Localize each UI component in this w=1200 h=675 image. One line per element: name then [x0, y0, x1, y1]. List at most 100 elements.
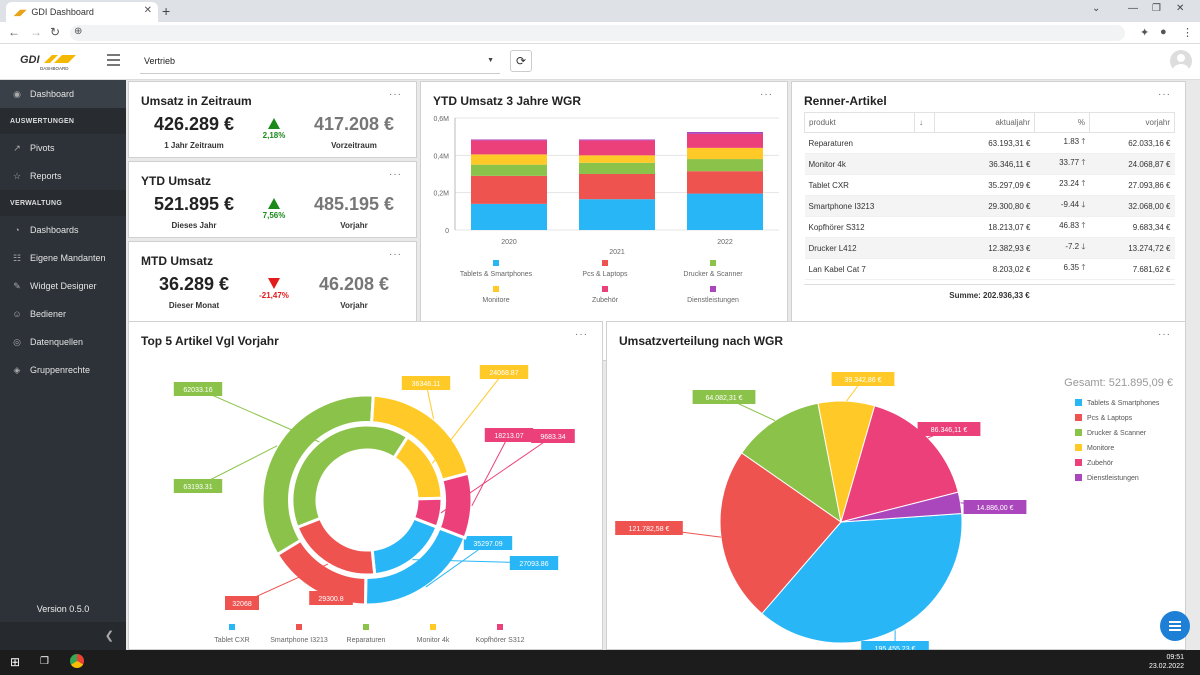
table-row[interactable]: Monitor 4k 36.346,11 €33.77 🡑 24.068,87 € [804, 153, 1175, 175]
new-tab-button[interactable]: + [162, 3, 171, 19]
legend-label[interactable]: Dienstleistungen [687, 297, 739, 304]
windows-start-icon[interactable]: ⊞ [10, 655, 21, 669]
bar-segment[interactable] [471, 139, 547, 141]
menu-toggle-icon[interactable] [107, 54, 120, 66]
legend-swatch[interactable] [229, 624, 235, 630]
table-row[interactable]: Drucker L412 12.382,93 € -7.2 🡓 13.274,72 € [804, 237, 1175, 259]
bar-segment[interactable] [579, 155, 655, 163]
maximize-icon[interactable]: ❐ [1152, 3, 1161, 14]
legend-swatch[interactable] [296, 624, 302, 630]
table-row[interactable]: Tablet CXR 35.297,09 €23.24 🡑 27.093,86 € [804, 174, 1175, 196]
legend-label[interactable]: Tablet CXR [214, 637, 249, 644]
reload-icon[interactable]: ↻ [50, 25, 61, 39]
legend-swatch[interactable] [363, 624, 369, 630]
bar-segment[interactable] [579, 162, 655, 174]
legend-label[interactable]: Drucker & Scanner [683, 271, 743, 278]
profile-icon[interactable]: ● [1160, 26, 1167, 38]
tab-search-icon[interactable]: ⌄ [1092, 3, 1101, 14]
close-window-icon[interactable]: ✕ [1176, 3, 1185, 14]
url-field[interactable]: ⊕ [70, 25, 1125, 41]
menu-icon[interactable]: ⋮ [1182, 27, 1193, 39]
legend-swatch[interactable] [1075, 459, 1082, 466]
sidebar-item-reports[interactable]: ☆ Reports [0, 162, 126, 190]
more-options-icon[interactable]: ··· [389, 169, 402, 180]
sidebar-collapse-button[interactable]: ❮ [0, 622, 126, 650]
bar-segment[interactable] [471, 140, 547, 155]
task-view-icon[interactable]: ❐ [40, 656, 49, 667]
refresh-button[interactable]: ⟳ [510, 50, 532, 72]
legend-swatch[interactable] [710, 286, 716, 292]
legend-label[interactable]: Pcs & Laptops [1087, 415, 1133, 422]
table-row[interactable]: Lan Kabel Cat 7 8.203,02 €6.35 🡑 7.681,62 … [804, 258, 1175, 280]
legend-swatch[interactable] [497, 624, 503, 630]
legend-label[interactable]: Zubehör [1087, 460, 1114, 467]
bar-segment[interactable] [471, 154, 547, 165]
sidebar-item-mandanten[interactable]: ☷ Eigene Mandanten [0, 244, 126, 272]
legend-label[interactable]: Pcs & Laptops [582, 271, 628, 278]
legend-label[interactable]: Monitore [482, 297, 509, 304]
legend-swatch[interactable] [493, 260, 499, 266]
sidebar-item-gruppenrechte[interactable]: ◈ Gruppenrechte [0, 356, 126, 384]
legend-swatch[interactable] [1075, 399, 1082, 406]
more-options-icon[interactable]: ··· [1158, 89, 1171, 100]
extensions-icon[interactable]: ✦ [1140, 27, 1150, 39]
legend-swatch[interactable] [493, 286, 499, 292]
bar-segment[interactable] [579, 174, 655, 200]
table-row[interactable]: Reparaturen 63.193,31 €1.83 🡑 62.033,16 € [804, 132, 1175, 154]
legend-label[interactable]: Zubehör [592, 297, 619, 304]
table-row[interactable]: Smartphone I3213 29.300,80 € -9.44 🡓 32.068… [804, 195, 1175, 217]
more-options-icon[interactable]: ··· [1158, 329, 1171, 340]
bar-segment[interactable] [471, 175, 547, 204]
legend-label[interactable]: Monitore [1087, 445, 1114, 452]
table-row[interactable]: Kopfhörer S312 18.213,07 €46.83 🡑 9.683,34… [804, 216, 1175, 238]
bar-segment[interactable] [687, 132, 763, 134]
bar-segment[interactable] [687, 159, 763, 172]
back-icon[interactable]: ← [8, 25, 20, 39]
donut-segment[interactable] [411, 496, 444, 530]
sort-arrow-icon[interactable]: ↓ [914, 112, 935, 133]
bar-segment[interactable] [687, 147, 763, 160]
legend-swatch[interactable] [430, 624, 436, 630]
system-clock[interactable]: 09:51 23.02.2022 [1149, 653, 1184, 671]
legend-swatch[interactable] [1075, 474, 1082, 481]
minimize-icon[interactable]: — [1128, 3, 1138, 14]
dashboard-select[interactable]: Vertrieb ▼ [140, 52, 500, 74]
legend-swatch[interactable] [710, 260, 716, 266]
close-tab-icon[interactable]: ✕ [143, 5, 152, 16]
sidebar-item-dashboard[interactable]: ◉ Dashboard [0, 80, 126, 108]
pie-slice[interactable] [740, 402, 842, 524]
legend-label[interactable]: Kopfhörer S312 [475, 637, 524, 644]
bar-segment[interactable] [471, 164, 547, 176]
sidebar-item-bediener[interactable]: ☺ Bediener [0, 300, 126, 328]
chrome-taskbar-icon[interactable] [70, 654, 84, 668]
forward-icon[interactable]: → [30, 25, 42, 39]
browser-tab[interactable]: ◢◤ GDI Dashboard ✕ [6, 2, 158, 22]
sidebar-item-datenquellen[interactable]: ◎ Datenquellen [0, 328, 126, 356]
legend-label[interactable]: Drucker & Scanner [1087, 430, 1147, 437]
column-header-produkt[interactable]: produkt [804, 112, 915, 133]
floating-menu-button[interactable] [1160, 611, 1190, 641]
legend-label[interactable]: Tablets & Smartphones [460, 271, 533, 278]
more-options-icon[interactable]: ··· [575, 329, 588, 340]
legend-label[interactable]: Monitor 4k [417, 637, 450, 644]
sidebar-item-pivots[interactable]: ↗ Pivots [0, 134, 126, 162]
more-options-icon[interactable]: ··· [760, 89, 773, 100]
legend-swatch[interactable] [1075, 444, 1082, 451]
bar-segment[interactable] [471, 203, 547, 230]
sidebar-item-widget-designer[interactable]: ✎ Widget Designer [0, 272, 126, 300]
avatar[interactable] [1170, 50, 1192, 72]
legend-swatch[interactable] [1075, 414, 1082, 421]
bar-segment[interactable] [687, 171, 763, 194]
sidebar-item-dashboards[interactable]: ◔ Dashboards [0, 216, 126, 244]
legend-label[interactable]: Tablets & Smartphones [1087, 400, 1160, 407]
bar-segment[interactable] [687, 133, 763, 148]
column-header-percent[interactable]: % [1034, 112, 1090, 133]
column-header-aktualjahr[interactable]: aktualjahr [934, 112, 1035, 133]
more-options-icon[interactable]: ··· [389, 89, 402, 100]
donut-segment[interactable] [437, 471, 474, 540]
bar-segment[interactable] [579, 139, 655, 141]
more-options-icon[interactable]: ··· [389, 249, 402, 260]
legend-label[interactable]: Reparaturen [347, 637, 386, 644]
donut-segment[interactable] [290, 423, 410, 530]
legend-swatch[interactable] [602, 286, 608, 292]
